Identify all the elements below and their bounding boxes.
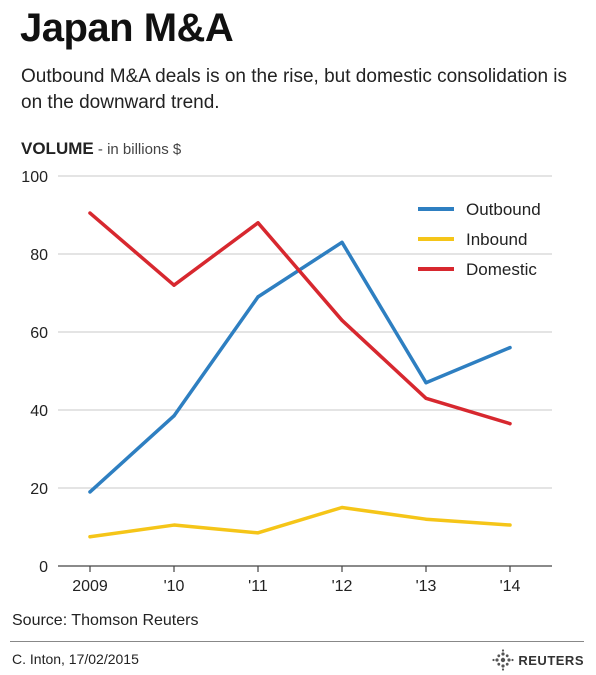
data-point-outbound [172,414,176,418]
data-point-inbound [340,505,344,510]
reuters-logo: REUTERS [492,649,584,671]
data-point-inbound [424,517,428,521]
volume-label: VOLUME [21,139,94,158]
x-tick-label: '13 [416,578,437,595]
series-line-outbound [88,240,512,494]
x-tick-label: '11 [248,578,268,595]
y-tick-label: 20 [30,481,48,498]
data-point-inbound [508,523,512,527]
legend-label-domestic: Domestic [466,260,537,279]
volume-heading: VOLUME - in billions $ [21,139,181,159]
x-tick-label: '14 [500,578,521,595]
line-chart: 0 20 40 60 80 100 2009 '10 '11 '12 '13 '14 Outbound I… [21,169,552,595]
y-tick-label: 0 [39,559,48,576]
data-point-inbound [172,523,176,527]
credit-line: C. Inton, 17/02/2015 [12,651,139,667]
series-line-domestic [88,211,512,426]
chart-title: Japan M&A [20,6,234,50]
data-point-outbound [508,346,512,350]
y-tick-label: 80 [30,247,48,264]
source-note: Source: Thomson Reuters [12,612,199,629]
y-tick-label: 40 [30,403,48,420]
legend-label-inbound: Inbound [466,230,527,249]
data-point-domestic [88,211,92,215]
x-tick-label: '12 [332,578,353,595]
volume-unit: - in billions $ [93,141,182,158]
data-point-outbound [256,295,260,299]
data-point-domestic [508,422,512,426]
data-point-domestic [256,221,260,225]
chart-subtitle: Outbound M&A deals is on the rise, but d… [21,66,568,113]
data-point-domestic [424,396,428,400]
data-point-domestic [172,283,176,287]
data-point-outbound [424,381,428,385]
x-tick-label: 2009 [72,578,108,595]
data-point-domestic [340,318,344,322]
footer-divider [10,641,584,642]
data-point-inbound [88,535,92,539]
reuters-logo-icon [492,649,514,671]
data-point-outbound [88,490,92,494]
y-tick-label: 60 [30,325,48,342]
x-tick-label: '10 [164,578,185,595]
reuters-logo-text: REUTERS [518,652,584,668]
legend-label-outbound: Outbound [466,200,541,219]
series-line-inbound [88,505,512,539]
data-point-outbound [340,240,344,244]
y-tick-label: 100 [21,169,48,186]
data-point-inbound [256,531,260,535]
